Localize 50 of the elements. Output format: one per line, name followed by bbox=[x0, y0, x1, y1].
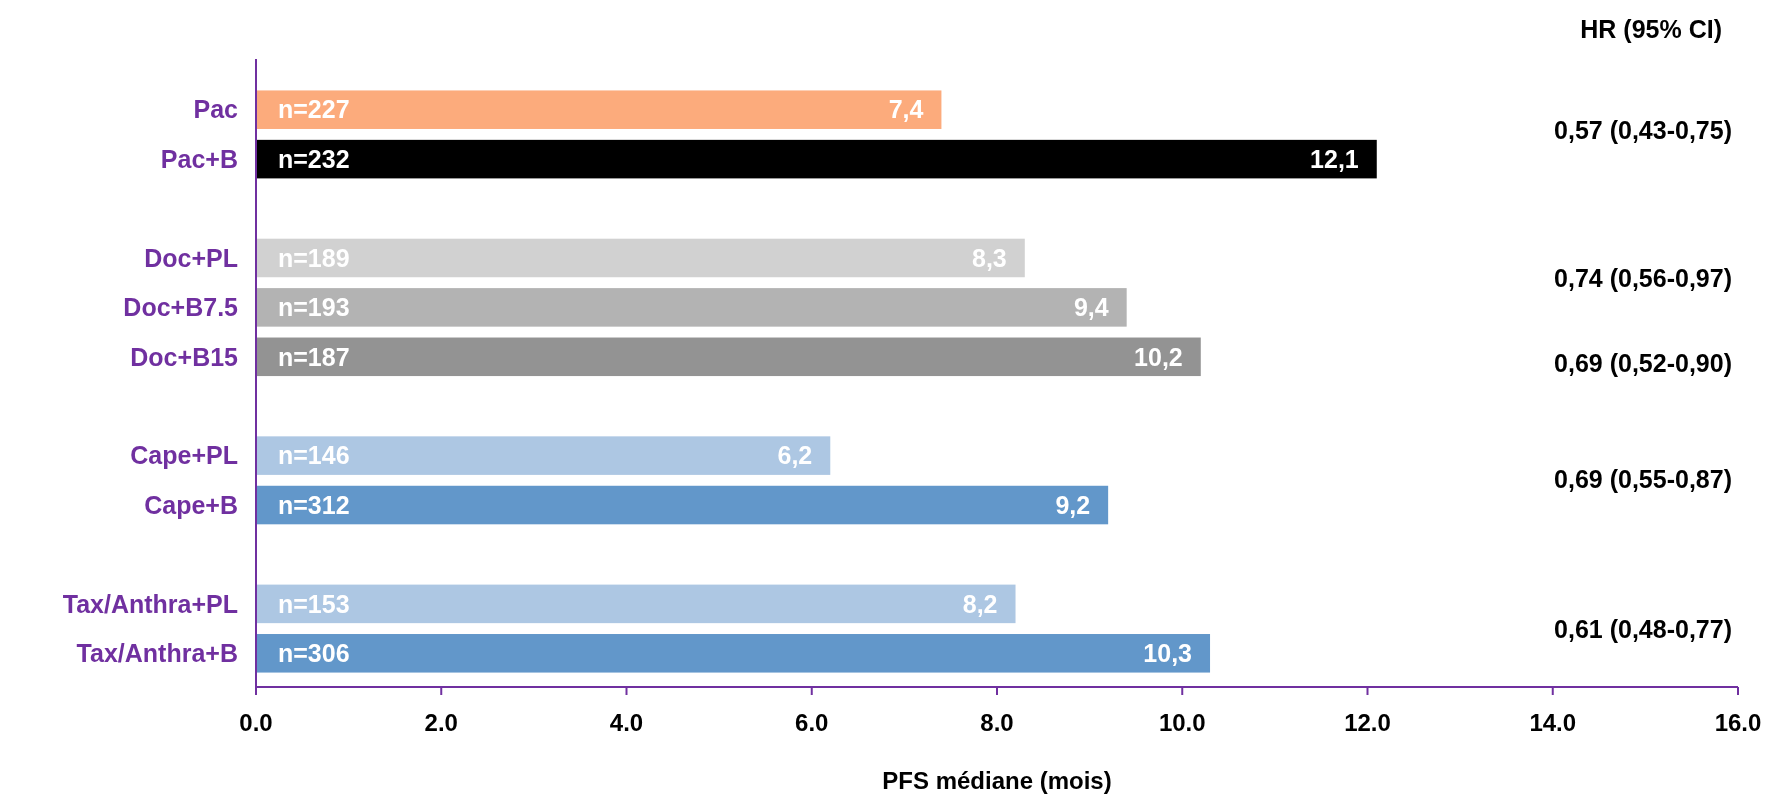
bar bbox=[256, 139, 1377, 179]
annotation: n=146 bbox=[278, 441, 350, 470]
annotation: n=232 bbox=[278, 144, 350, 173]
data-label: 12,1 bbox=[1310, 144, 1359, 173]
bar bbox=[256, 288, 1127, 327]
annotation: n=187 bbox=[278, 342, 350, 371]
y-tick-label: Doc+PL bbox=[144, 243, 238, 272]
y-tick-label: Pac+B bbox=[160, 144, 238, 173]
bar bbox=[256, 337, 1201, 377]
x-tick-label: 0.0 bbox=[239, 709, 273, 736]
y-tick-label: Cape+PL bbox=[130, 441, 238, 470]
annotation: 0,74 (0,56-0,97) bbox=[1554, 263, 1732, 292]
x-tick-label: 8.0 bbox=[980, 709, 1014, 736]
annotation: 0,69 (0,55-0,87) bbox=[1554, 464, 1732, 493]
bar bbox=[256, 90, 942, 129]
annotation: 0,69 (0,52-0,90) bbox=[1554, 348, 1732, 377]
x-tick-label: 12.0 bbox=[1344, 709, 1391, 736]
y-tick-label: Cape+B bbox=[144, 490, 238, 519]
y-tick-label: Tax/Anthra+PL bbox=[62, 589, 238, 618]
annotation: n=153 bbox=[278, 589, 350, 618]
x-tick-label: 14.0 bbox=[1529, 709, 1577, 736]
x-tick-label: 10.0 bbox=[1158, 709, 1206, 736]
bar bbox=[256, 584, 1016, 624]
data-label: 7,4 bbox=[888, 95, 924, 124]
x-tick-label: 6.0 bbox=[795, 709, 829, 736]
bar bbox=[256, 436, 831, 475]
bar bbox=[256, 238, 1025, 278]
x-tick-label: 2.0 bbox=[424, 709, 458, 736]
bar bbox=[256, 485, 1109, 525]
x-axis-title: PFS médiane (mois) bbox=[882, 767, 1112, 794]
annotation: 0,57 (0,43-0,75) bbox=[1554, 115, 1732, 144]
annotation: n=312 bbox=[278, 490, 350, 519]
annotation: n=227 bbox=[278, 95, 350, 124]
data-label: 8,2 bbox=[962, 589, 998, 618]
data-label: 10,3 bbox=[1143, 639, 1193, 668]
annotation: n=193 bbox=[278, 293, 350, 322]
y-tick-label: Tax/Anthra+B bbox=[76, 639, 238, 668]
annotation: n=306 bbox=[278, 639, 350, 668]
annotation: 0,61 (0,48-0,77) bbox=[1554, 614, 1732, 643]
x-tick-label: 16.0 bbox=[1714, 709, 1762, 736]
data-label: 6,2 bbox=[777, 441, 813, 470]
data-label: 9,2 bbox=[1055, 490, 1091, 519]
data-label: 9,4 bbox=[1073, 293, 1109, 322]
y-tick-label: Doc+B7.5 bbox=[123, 293, 239, 322]
text: HR (95% CI) bbox=[1580, 15, 1722, 43]
y-tick-label: Pac bbox=[193, 95, 239, 124]
y-tick-label: Doc+B15 bbox=[130, 342, 239, 371]
bar bbox=[256, 634, 1211, 673]
x-tick-label: 4.0 bbox=[609, 709, 644, 736]
data-label: 10,2 bbox=[1134, 342, 1183, 371]
